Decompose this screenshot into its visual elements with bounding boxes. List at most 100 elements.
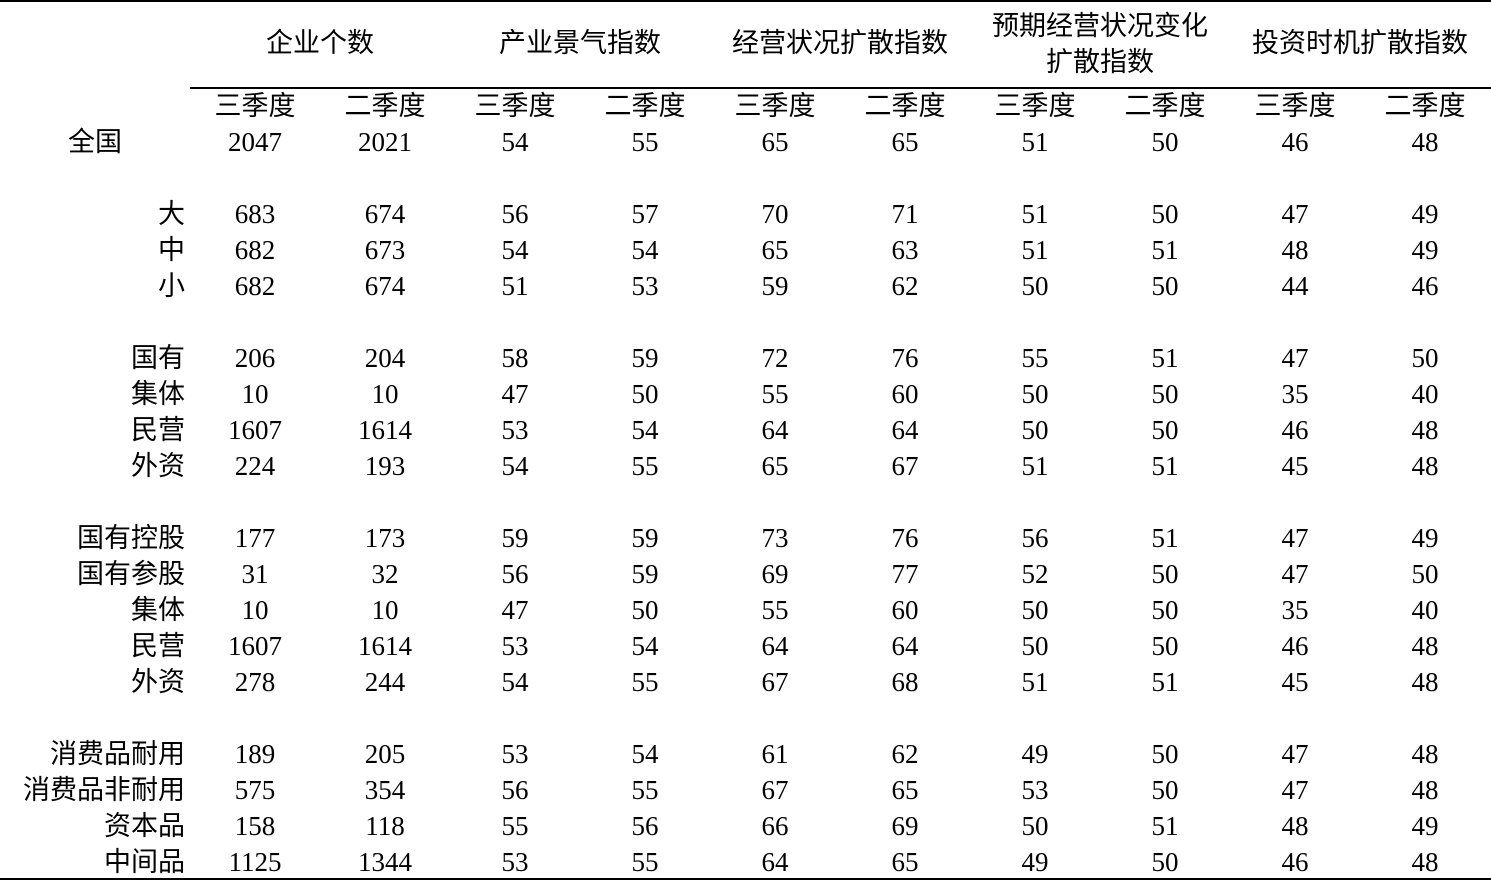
cell: 65 [762, 235, 789, 265]
cell: 10 [242, 595, 269, 625]
cell: 67 [762, 775, 789, 805]
cell: 206 [235, 343, 276, 373]
row-label: 国有控股 [77, 523, 185, 553]
cell: 63 [892, 235, 919, 265]
cell: 32 [372, 559, 399, 589]
cell: 54 [632, 235, 660, 265]
cell: 51 [1022, 451, 1049, 481]
cell: 59 [502, 523, 529, 553]
cell: 69 [762, 559, 789, 589]
cell: 10 [372, 379, 399, 409]
cell: 50 [1412, 343, 1439, 373]
row-label: 集体 [131, 595, 185, 625]
cell: 56 [502, 199, 529, 229]
cell: 46 [1282, 415, 1309, 445]
cell: 71 [892, 199, 919, 229]
cell: 1607 [228, 415, 282, 445]
sub-header: 三季度 [1255, 91, 1336, 121]
cell: 40 [1412, 379, 1439, 409]
cell: 47 [1282, 343, 1309, 373]
row-label: 外资 [131, 451, 185, 481]
sub-header: 二季度 [1385, 91, 1466, 121]
cell: 49 [1022, 739, 1049, 769]
cell: 48 [1412, 739, 1439, 769]
cell: 55 [632, 847, 659, 877]
cell: 682 [235, 235, 276, 265]
cell: 55 [1022, 343, 1049, 373]
cell: 54 [632, 631, 660, 661]
cell: 51 [1152, 667, 1179, 697]
cell: 674 [365, 271, 406, 301]
cell: 65 [892, 127, 919, 157]
row-label: 小 [158, 271, 185, 301]
cell: 61 [762, 739, 789, 769]
cell: 48 [1412, 775, 1439, 805]
sub-header: 三季度 [735, 91, 816, 121]
cell: 55 [632, 775, 659, 805]
cell: 51 [1152, 235, 1179, 265]
row-label: 国有 [131, 343, 185, 373]
cell: 68 [892, 667, 919, 697]
row-label: 外资 [131, 667, 185, 697]
cell: 47 [502, 595, 529, 625]
cell: 50 [1022, 631, 1049, 661]
cell: 354 [365, 775, 406, 805]
group-header: 产业景气指数 [499, 28, 661, 58]
sub-header: 三季度 [995, 91, 1076, 121]
cell: 47 [1282, 775, 1309, 805]
cell: 54 [502, 127, 530, 157]
cell: 59 [632, 343, 659, 373]
cell: 51 [1022, 667, 1049, 697]
cell: 48 [1412, 667, 1439, 697]
cell: 48 [1412, 847, 1439, 877]
cell: 70 [762, 199, 789, 229]
row-label: 民营 [131, 415, 185, 445]
cell: 52 [1022, 559, 1049, 589]
cell: 76 [892, 523, 919, 553]
cell: 65 [762, 127, 789, 157]
cell: 51 [1022, 235, 1049, 265]
cell: 1614 [358, 415, 413, 445]
cell: 64 [762, 847, 790, 877]
cell: 50 [1152, 775, 1179, 805]
cell: 50 [1152, 127, 1179, 157]
cell: 51 [502, 271, 529, 301]
cell: 65 [762, 451, 789, 481]
group-header: 投资时机扩散指数 [1252, 28, 1468, 58]
row-label: 中 [158, 235, 185, 265]
cell: 55 [632, 127, 659, 157]
group-header: 预期经营状况变化 [992, 11, 1208, 41]
cell: 45 [1282, 451, 1309, 481]
cell: 50 [1022, 415, 1049, 445]
cell: 278 [235, 667, 276, 697]
cell: 50 [1022, 811, 1049, 841]
cell: 55 [762, 595, 789, 625]
cell: 49 [1022, 847, 1049, 877]
cell: 59 [632, 559, 659, 589]
cell: 64 [892, 631, 920, 661]
cell: 56 [502, 559, 529, 589]
row-label: 集体 [131, 379, 185, 409]
cell: 47 [1282, 199, 1309, 229]
row-label: 国有参股 [77, 559, 185, 589]
cell: 65 [892, 775, 919, 805]
cell: 2021 [358, 127, 412, 157]
cell: 2047 [228, 127, 282, 157]
cell: 50 [1022, 379, 1049, 409]
sub-header: 三季度 [215, 91, 296, 121]
cell: 54 [632, 415, 660, 445]
cell: 46 [1282, 127, 1309, 157]
group-header: 经营状况扩散指数 [732, 28, 948, 58]
cell: 55 [502, 811, 529, 841]
cell: 673 [365, 235, 406, 265]
cell: 56 [1022, 523, 1049, 553]
cell: 224 [235, 451, 276, 481]
group-header: 企业个数 [266, 28, 374, 58]
cell: 35 [1282, 595, 1309, 625]
cell: 65 [892, 847, 919, 877]
cell: 204 [365, 343, 406, 373]
cell: 67 [762, 667, 789, 697]
cell: 46 [1412, 271, 1439, 301]
cell: 76 [892, 343, 919, 373]
cell: 10 [372, 595, 399, 625]
